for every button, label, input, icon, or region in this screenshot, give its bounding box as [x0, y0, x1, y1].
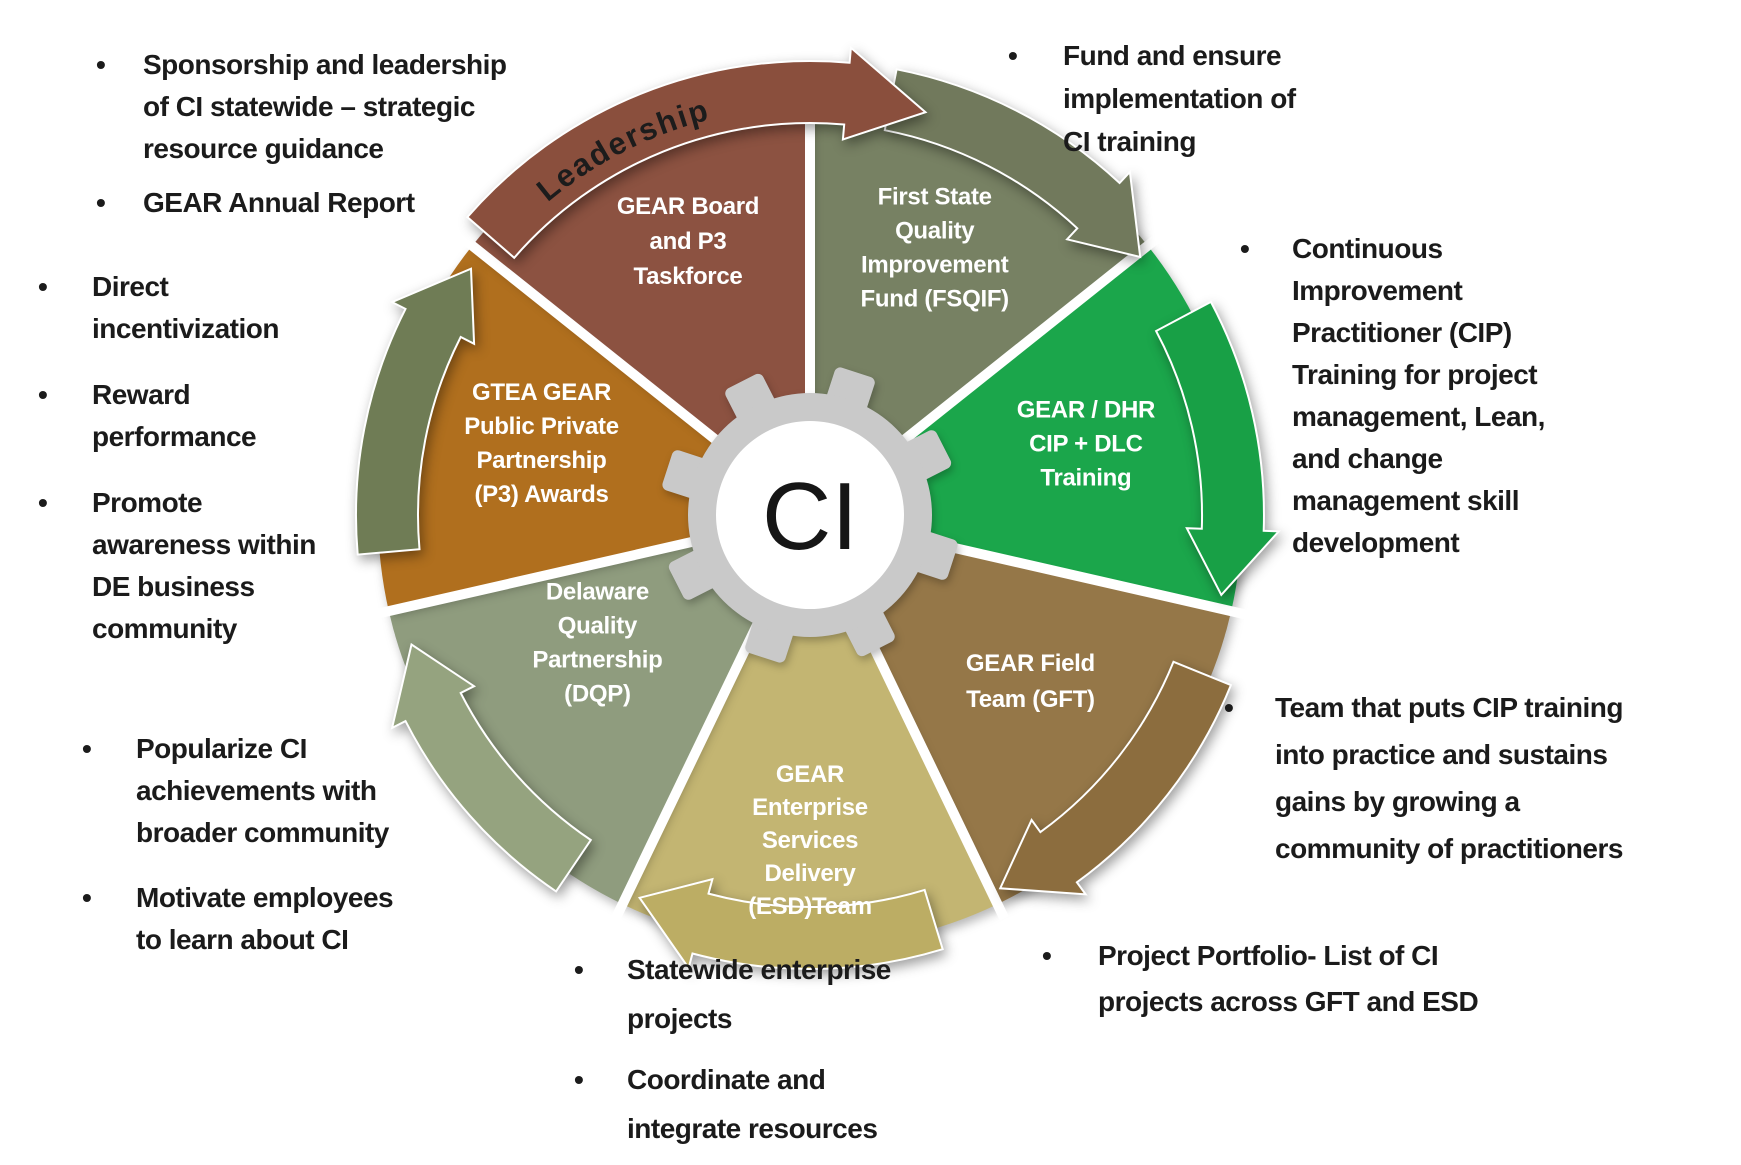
bullet-marker: •	[82, 882, 92, 913]
bullet-item: • Motivate employees to learn about CI	[82, 877, 502, 961]
arrow-gft	[998, 660, 1233, 896]
bullet-item: • Continuous Improvement Practitioner (CI…	[1240, 228, 1720, 564]
wedge-cip-dlc-training	[856, 245, 1243, 612]
annotation-bottom-center: • Statewide enterprise projects • Coordinat…	[574, 945, 994, 1165]
bullet-item: • Reward performance	[38, 374, 368, 458]
bullet-marker: •	[82, 733, 92, 764]
arrow-cip-dlc-training	[1154, 300, 1281, 597]
bullet-text: Reward performance	[92, 379, 257, 452]
wedge-esd	[622, 569, 998, 947]
bullet-marker: •	[38, 379, 48, 410]
bullet-item: • Promote awareness within DE business co…	[38, 482, 368, 650]
bullet-item: • Project Portfolio- List of CI projects …	[1042, 933, 1602, 1025]
label-fsqif: First State Quality Improvement Fund (FSQIF…	[861, 184, 1009, 313]
label-gft: GEAR Field Team (GFT)	[966, 650, 1095, 713]
bullet-marker: •	[1240, 233, 1250, 264]
label-dqp: Delaware Quality Partnership (DQP)	[532, 579, 662, 708]
gear-icon: CI	[662, 367, 958, 663]
bullet-marker: •	[574, 1064, 584, 1095]
arrow-fsqif	[883, 68, 1142, 259]
annotation-left: • Direct incentivization • Reward performan…	[38, 266, 368, 674]
label-cip-dlc-training: GEAR / DHR CIP + DLC Training	[1017, 397, 1155, 492]
bullet-item: • Direct incentivization	[38, 266, 368, 350]
wedge-gft	[836, 528, 1232, 905]
bullet-text: Project Portfolio- List of CI projects a…	[1098, 940, 1479, 1017]
bullet-marker: •	[96, 49, 106, 80]
bullet-text: GEAR Annual Report	[143, 187, 415, 218]
arrow-gear-board	[465, 45, 928, 260]
bullet-item: • Coordinate and integrate resources	[574, 1055, 994, 1153]
bullet-item: • Statewide enterprise projects	[574, 945, 994, 1043]
bullet-text: Fund and ensure implementation of CI tra…	[1063, 40, 1296, 157]
bullet-marker: •	[1008, 40, 1018, 71]
bullet-text: Promote awareness within DE business com…	[92, 487, 316, 644]
annotation-top-right: • Fund and ensure implementation of CI tr…	[1008, 34, 1428, 163]
gear-center-label: CI	[762, 463, 858, 570]
arrow-dqp	[390, 642, 593, 893]
label-gear-board: GEAR Board and P3 Taskforce	[617, 193, 759, 290]
annotation-right-upper: • Continuous Improvement Practitioner (CI…	[1240, 228, 1720, 564]
bullet-text: Statewide enterprise projects	[627, 954, 891, 1034]
bullet-item: • GEAR Annual Report	[96, 182, 596, 224]
annotation-right-lower: • Team that puts CIP training into practi…	[1224, 684, 1704, 872]
bullet-item: • Team that puts CIP training into practi…	[1224, 684, 1704, 872]
bullet-text: Continuous Improvement Practitioner (CIP…	[1292, 233, 1545, 558]
annotation-bottom-left: • Popularize CI achievements with broader…	[82, 728, 502, 984]
bullet-marker: •	[574, 954, 584, 985]
bullet-text: Popularize CI achievements with broader …	[136, 733, 389, 848]
bullet-marker: •	[38, 271, 48, 302]
bullet-item: • Fund and ensure implementation of CI tr…	[1008, 34, 1428, 163]
annotation-bottom-right: • Project Portfolio- List of CI projects …	[1042, 933, 1602, 1025]
bullet-text: Sponsorship and leadership of CI statewi…	[143, 49, 507, 164]
bullet-text: Team that puts CIP training into practic…	[1275, 692, 1623, 864]
label-gtea-p3-awards: GTEA GEAR Public Private Partnership (P3) A…	[464, 379, 619, 508]
arrow-esd	[637, 877, 944, 971]
bullet-marker: •	[96, 187, 106, 218]
arrow-gtea-p3-awards	[355, 267, 476, 556]
bullet-text: Coordinate and integrate resources	[627, 1064, 878, 1144]
bullet-marker: •	[1224, 692, 1234, 723]
label-esd: GEAR Enterprise Services Delivery (ESD)Team	[748, 761, 872, 920]
bullet-marker: •	[1042, 940, 1052, 971]
bullet-item: • Sponsorship and leadership of CI statew…	[96, 44, 596, 170]
bullet-text: Motivate employees to learn about CI	[136, 882, 394, 955]
annotation-top-left: • Sponsorship and leadership of CI statew…	[96, 44, 596, 236]
wedge-dqp	[388, 528, 784, 905]
bullet-item: • Popularize CI achievements with broader…	[82, 728, 502, 854]
bullet-text: Direct incentivization	[92, 271, 279, 344]
bullet-marker: •	[38, 487, 48, 518]
